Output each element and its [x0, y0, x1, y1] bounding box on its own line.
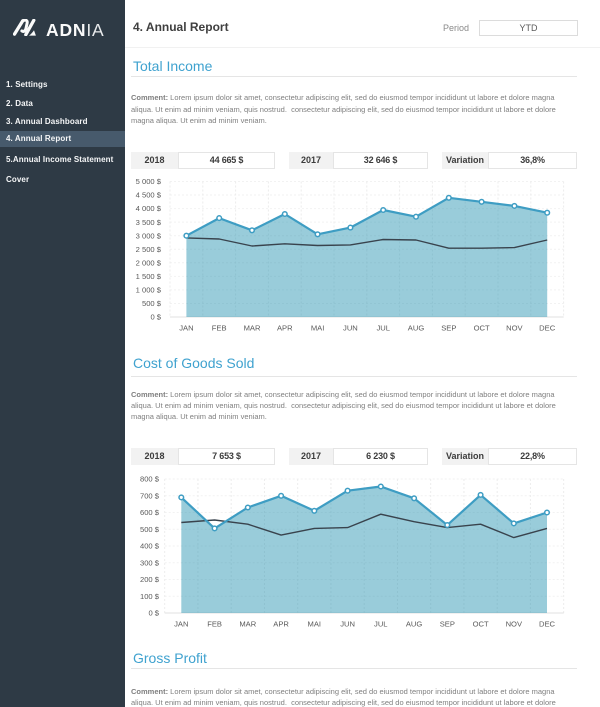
svg-text:JUN: JUN [340, 620, 355, 629]
svg-text:0 $: 0 $ [148, 609, 159, 618]
svg-text:600 $: 600 $ [140, 508, 160, 517]
svg-text:2 000 $: 2 000 $ [136, 258, 162, 267]
svg-text:4 500 $: 4 500 $ [136, 191, 162, 200]
svg-text:JAN: JAN [174, 620, 188, 629]
svg-text:JAN: JAN [179, 324, 193, 333]
svg-text:3 500 $: 3 500 $ [136, 218, 162, 227]
svg-text:MAR: MAR [244, 324, 261, 333]
svg-text:NOV: NOV [506, 324, 523, 333]
svg-text:DEC: DEC [539, 620, 556, 629]
svg-text:AUG: AUG [408, 324, 425, 333]
svg-text:700 $: 700 $ [140, 491, 160, 500]
svg-text:NOV: NOV [506, 620, 523, 629]
svg-text:200 $: 200 $ [140, 575, 160, 584]
svg-text:3 000 $: 3 000 $ [136, 231, 162, 240]
svg-text:300 $: 300 $ [140, 558, 160, 567]
svg-text:MAI: MAI [308, 620, 322, 629]
svg-text:500 $: 500 $ [140, 525, 160, 534]
svg-text:APR: APR [273, 620, 289, 629]
svg-text:1 000 $: 1 000 $ [136, 286, 162, 295]
svg-text:SEP: SEP [440, 620, 455, 629]
svg-text:MAR: MAR [239, 620, 256, 629]
svg-text:2 500 $: 2 500 $ [136, 245, 162, 254]
svg-text:500 $: 500 $ [142, 299, 162, 308]
svg-text:FEB: FEB [207, 620, 222, 629]
svg-text:5 000 $: 5 000 $ [136, 177, 162, 186]
svg-text:FEB: FEB [212, 324, 227, 333]
svg-text:JUL: JUL [376, 324, 390, 333]
svg-text:APR: APR [277, 324, 293, 333]
svg-text:OCT: OCT [473, 620, 489, 629]
svg-text:SEP: SEP [441, 324, 456, 333]
svg-text:4 000 $: 4 000 $ [136, 204, 162, 213]
svg-text:DEC: DEC [539, 324, 556, 333]
svg-text:0 $: 0 $ [150, 313, 161, 322]
svg-text:OCT: OCT [474, 324, 490, 333]
svg-text:MAI: MAI [311, 324, 325, 333]
svg-text:JUL: JUL [374, 620, 388, 629]
svg-text:AUG: AUG [406, 620, 423, 629]
svg-text:800 $: 800 $ [140, 475, 160, 484]
svg-text:400 $: 400 $ [140, 542, 160, 551]
svg-text:JUN: JUN [343, 324, 358, 333]
svg-text:1 500 $: 1 500 $ [136, 272, 162, 281]
svg-text:100 $: 100 $ [140, 592, 160, 601]
